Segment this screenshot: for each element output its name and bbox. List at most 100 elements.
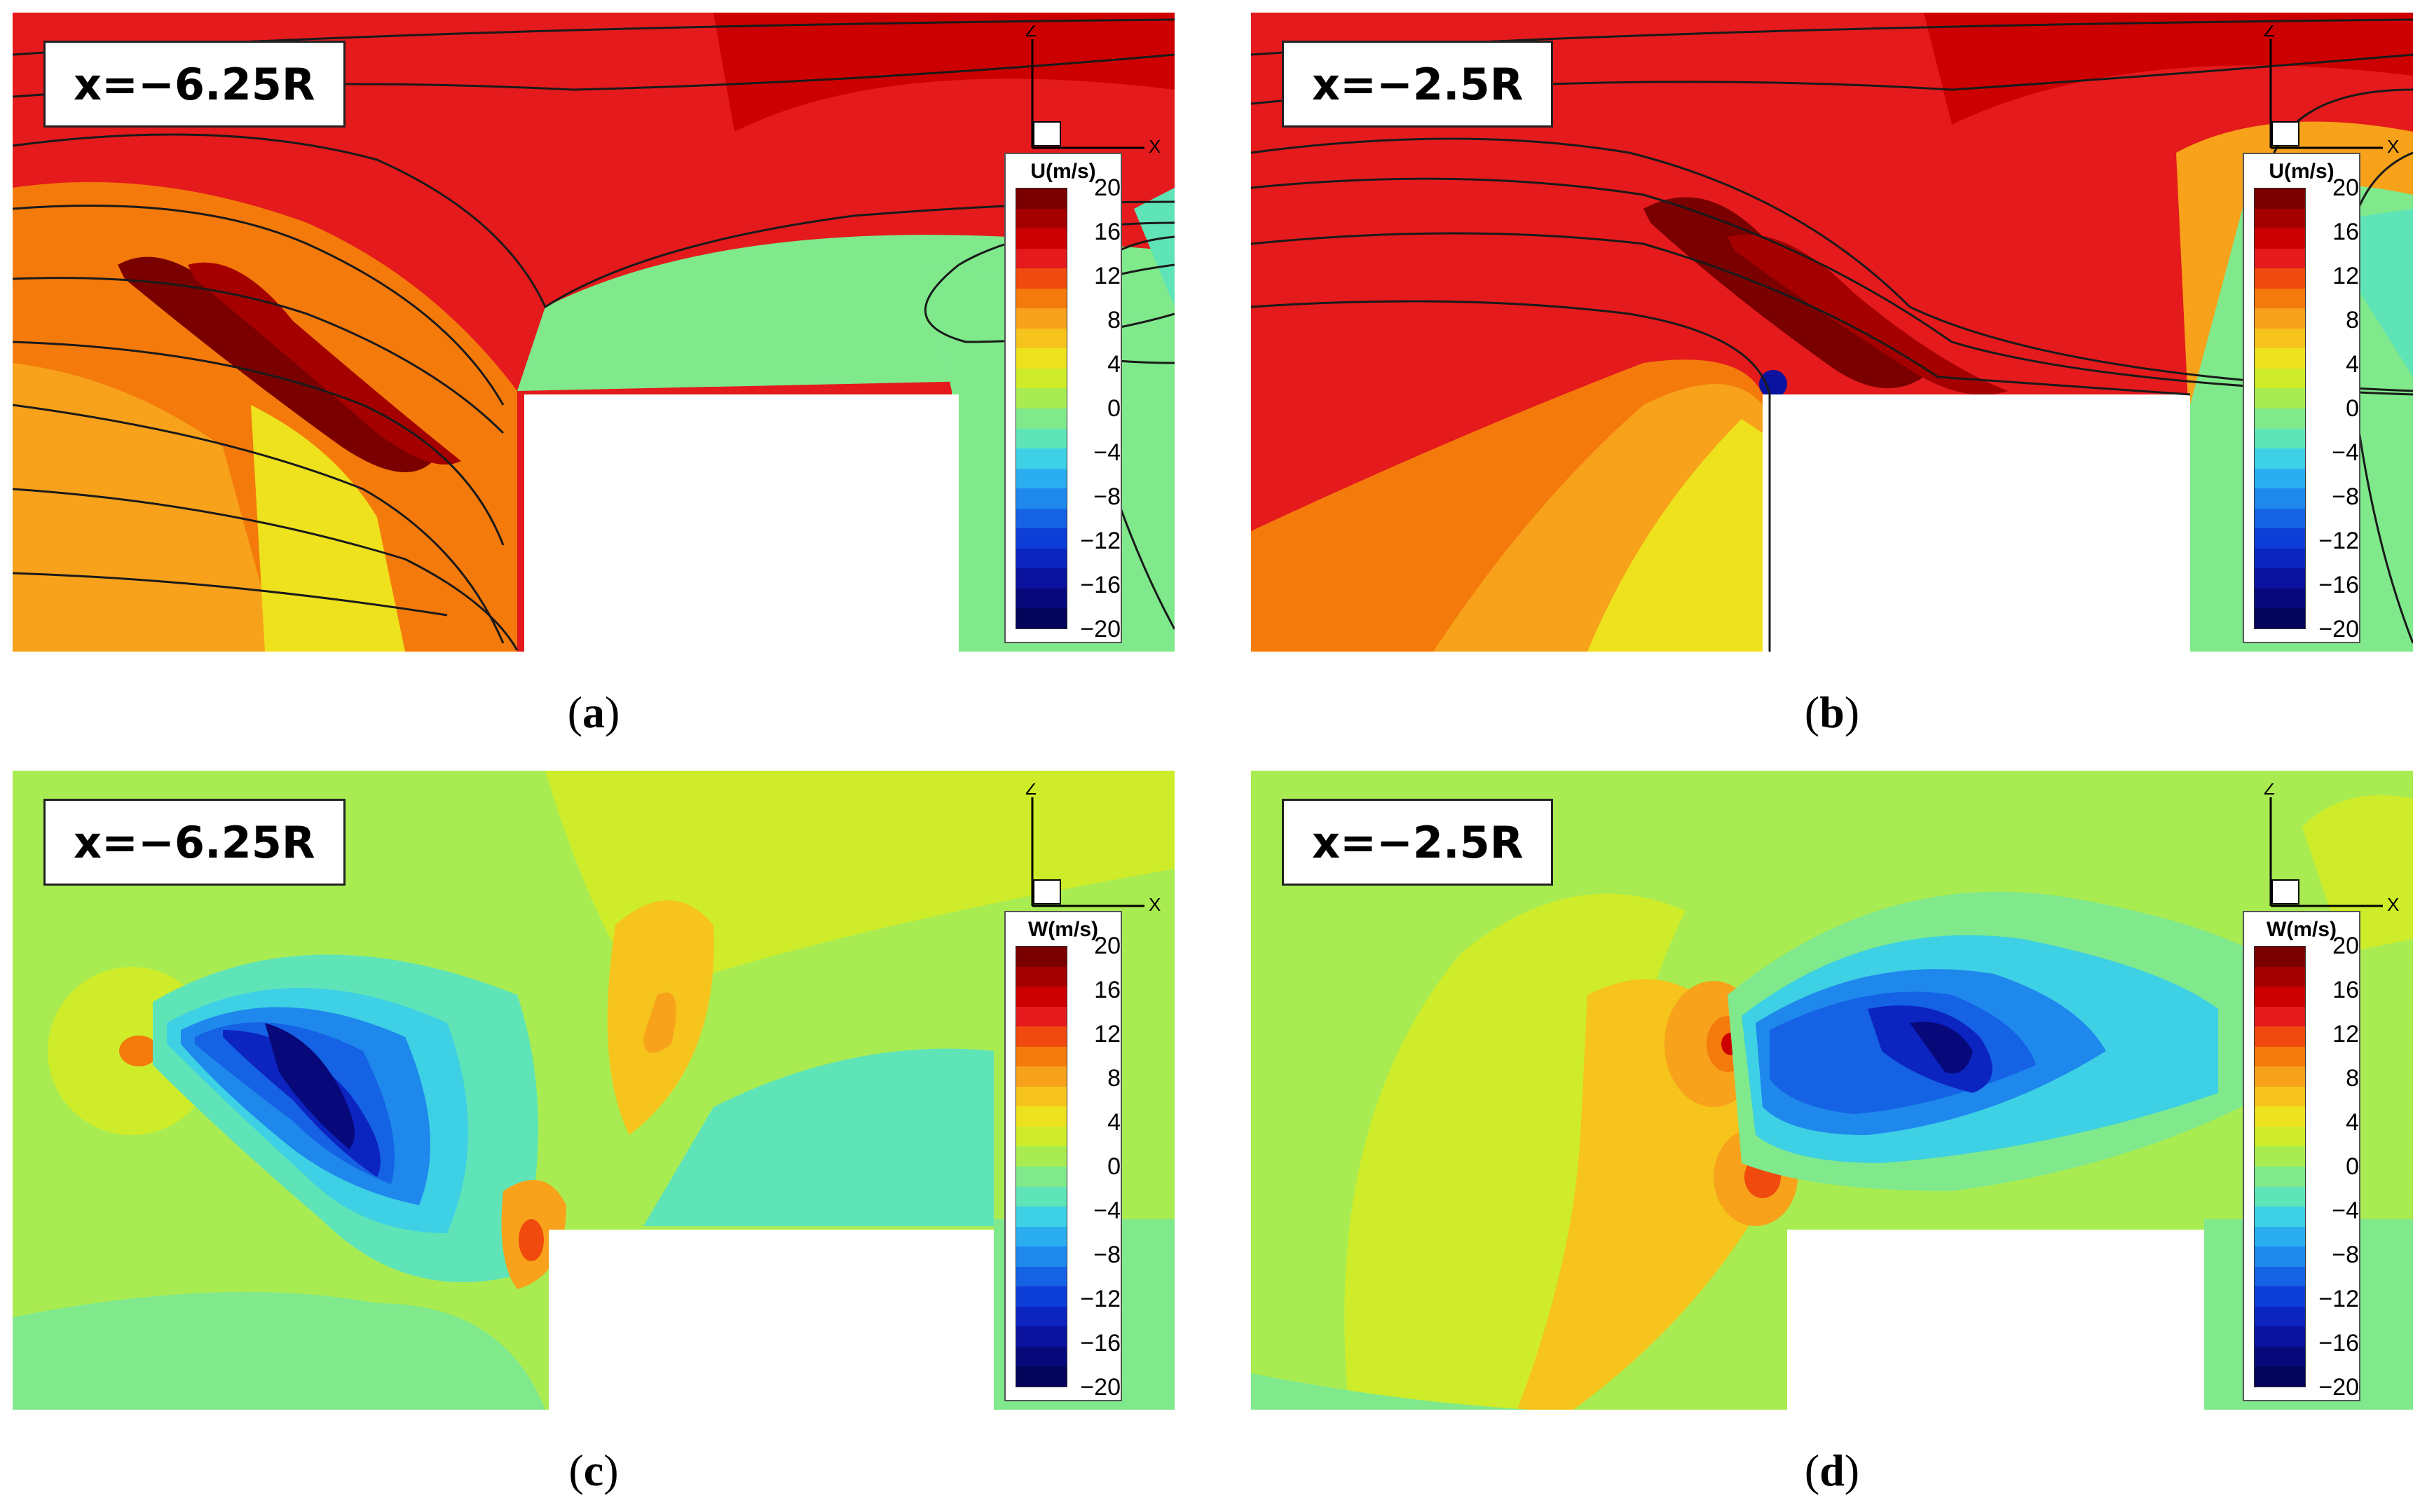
legend-swatch — [1016, 1026, 1067, 1047]
legend-swatch — [2255, 408, 2305, 429]
legend-tick-label: −16 — [2318, 572, 2359, 598]
legend-swatch — [2255, 1146, 2305, 1167]
legend-swatch — [1016, 1186, 1067, 1207]
legend-tick-label: −16 — [1080, 1330, 1121, 1356]
legend-swatch — [1016, 987, 1067, 1007]
legend-swatch — [2255, 548, 2305, 569]
legend-tick-label: −20 — [1080, 616, 1121, 642]
legend-tick-label: 16 — [2332, 219, 2359, 245]
location-label: x=−2.5R — [1282, 799, 1554, 886]
legend-swatch — [2255, 328, 2305, 349]
legend-swatch — [1016, 568, 1067, 589]
legend-tick-label: 0 — [1107, 395, 1121, 422]
legend-tick-label: −4 — [2332, 439, 2359, 466]
legend-title: W(m/s) — [1028, 918, 1098, 941]
legend-tick-label: −12 — [2318, 528, 2359, 554]
panel-c: x=−6.25R Z X W(m/s) 20 16 12 8 4 0 −4 −8 −12 −16 −… — [13, 771, 1175, 1410]
legend-swatch — [2255, 1306, 2305, 1327]
legend-tick-label: 8 — [2346, 307, 2359, 334]
legend-swatch — [1016, 468, 1067, 489]
axis-label-z: Z — [2264, 783, 2275, 799]
legend-tick-label: 12 — [1094, 263, 1121, 289]
legend-swatch — [2255, 248, 2305, 269]
location-label: x=−6.25R — [43, 799, 346, 886]
legend-swatch — [1016, 1066, 1067, 1087]
legend-swatch — [2255, 1026, 2305, 1047]
axis-label-x: X — [1149, 136, 1161, 157]
legend-swatch — [2255, 1346, 2305, 1367]
legend-swatch — [1016, 208, 1067, 229]
legend-swatch — [1016, 368, 1067, 389]
axis-label-x: X — [2387, 894, 2399, 915]
legend-title: W(m/s) — [2267, 918, 2337, 941]
legend-swatch — [2255, 228, 2305, 249]
legend-tick-label: 4 — [2346, 1109, 2359, 1136]
legend-swatch — [1016, 588, 1067, 609]
legend-tick-label: 20 — [1094, 174, 1121, 201]
axis-label-z: Z — [2264, 25, 2275, 41]
legend-tick-label: 0 — [2346, 1153, 2359, 1180]
axis-label-x: X — [1149, 894, 1161, 915]
legend-swatch — [1016, 1246, 1067, 1267]
legend-tick-label: −12 — [2318, 1286, 2359, 1312]
legend-swatch — [1016, 428, 1067, 449]
legend-swatch — [1016, 348, 1067, 369]
legend-swatch — [2255, 1326, 2305, 1347]
legend-tick-label: −20 — [2318, 1374, 2359, 1401]
legend-swatch — [2255, 268, 2305, 289]
legend-title: U(m/s) — [1030, 160, 1096, 183]
legend-tick-label: −16 — [1080, 572, 1121, 598]
legend-tick-label: 12 — [1094, 1021, 1121, 1047]
legend-swatch — [2255, 528, 2305, 549]
legend-tick-label: 0 — [1107, 1153, 1121, 1180]
legend-swatch — [1016, 1006, 1067, 1027]
legend-swatch — [2255, 1366, 2305, 1387]
legend-swatch — [1016, 308, 1067, 329]
legend-swatch — [1016, 1366, 1067, 1387]
legend-swatch — [2255, 1286, 2305, 1307]
legend-swatch — [1016, 1266, 1067, 1287]
legend-tick-label: −20 — [2318, 616, 2359, 642]
axis-label-x: X — [2387, 136, 2399, 157]
legend-swatch — [1016, 388, 1067, 409]
coordinate-axes-icon: Z X — [1025, 25, 1161, 157]
legend-tick-label: −16 — [2318, 1330, 2359, 1356]
legend-swatch — [1016, 228, 1067, 249]
legend-tick-label: 4 — [2346, 351, 2359, 378]
legend-tick-label: 20 — [2332, 933, 2359, 959]
legend-swatch — [1016, 1346, 1067, 1367]
legend-swatch — [1016, 1146, 1067, 1167]
legend-swatch — [2255, 1046, 2305, 1067]
legend-swatch — [2255, 1106, 2305, 1127]
legend-swatch — [1016, 268, 1067, 289]
legend-swatch — [2255, 1186, 2305, 1207]
coordinate-axes-icon: Z X — [2264, 783, 2399, 915]
legend-swatch — [2255, 1066, 2305, 1087]
legend-tick-label: 12 — [2332, 263, 2359, 289]
color-legend: U(m/s) 20 16 12 8 4 0 −4 −8 −12 −16 −20 — [2243, 153, 2360, 643]
legend-tick-label: −8 — [2332, 483, 2359, 510]
legend-swatch — [2255, 1167, 2305, 1187]
legend-swatch — [2255, 588, 2305, 609]
legend-swatch — [1016, 1286, 1067, 1307]
legend-swatch — [1016, 248, 1067, 269]
legend-tick-label: 16 — [1094, 219, 1121, 245]
location-label: x=−2.5R — [1282, 41, 1554, 128]
legend-swatch — [1016, 1106, 1067, 1127]
legend-swatch — [2255, 1246, 2305, 1267]
panel-a: x=−6.25R Z X U(m/s) 20 16 12 8 4 0 −4 −8 −12 −16 −… — [13, 13, 1175, 652]
legend-tick-label: −4 — [1093, 439, 1121, 466]
legend-tick-label: 16 — [1094, 977, 1121, 1003]
legend-swatch — [1016, 288, 1067, 309]
legend-tick-label: −12 — [1080, 1286, 1121, 1312]
axis-label-z: Z — [1025, 783, 1037, 799]
legend-swatch — [1016, 1046, 1067, 1067]
legend-swatch — [1016, 448, 1067, 469]
legend-swatch — [1016, 947, 1067, 967]
legend-swatch — [2255, 1226, 2305, 1247]
legend-tick-label: −20 — [1080, 1374, 1121, 1401]
legend-swatch — [2255, 448, 2305, 469]
legend-swatch — [2255, 468, 2305, 489]
legend-swatch — [1016, 1306, 1067, 1327]
legend-swatch — [2255, 1207, 2305, 1227]
